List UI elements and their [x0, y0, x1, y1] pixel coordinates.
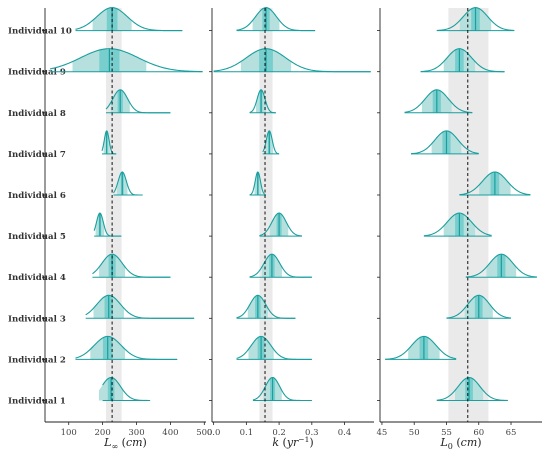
row-label: Individual 2 [8, 355, 66, 365]
row-label: Individual 5 [8, 232, 66, 242]
x-tick-label: 0.1 [240, 428, 254, 438]
row-label: Individual 9 [8, 68, 66, 78]
x-axis-title: k (yr−1) [272, 435, 313, 449]
x-axis-title: L∞ (cm) [103, 436, 147, 451]
x-tick-label: 50 [409, 428, 420, 438]
x-tick-label: 0.4 [338, 428, 352, 438]
density-curve [249, 89, 276, 114]
x-tick-label: 500 [196, 428, 212, 438]
density-curve [213, 48, 371, 73]
x-axis-title: L0 (cm) [439, 436, 481, 451]
row-label: Individual 3 [8, 314, 66, 324]
x-tick-label: 0.3 [305, 428, 319, 438]
panel-3: 45 50 55 60 65 L0 (cm) [377, 7, 542, 451]
row-label: Individual 8 [8, 109, 66, 119]
density-curve [385, 335, 457, 360]
row-label: Individual 10 [8, 27, 72, 37]
density-curve [465, 253, 537, 278]
density-curve [404, 89, 473, 114]
x-tick-label: 300 [128, 428, 144, 438]
x-tick-label: 400 [162, 428, 178, 438]
row-label: Individual 1 [8, 397, 66, 407]
density-curve [436, 7, 515, 31]
x-tick-label: 55 [441, 428, 452, 438]
x-tick-label: 45 [377, 428, 388, 438]
density-curve [420, 48, 505, 73]
x-tick-label: 0.2 [272, 428, 286, 438]
row-label: Individual 7 [8, 150, 66, 160]
panel-1: 100 200 300 400 500 L∞ (cm) [42, 7, 212, 451]
density-curve [259, 212, 303, 237]
density-curve [49, 48, 203, 73]
density-curve [446, 294, 512, 319]
row-label: Individual 6 [8, 191, 66, 201]
density-curve [410, 130, 479, 155]
x-tick-label: 65 [506, 428, 517, 438]
density-curve [459, 171, 531, 196]
density-curve [423, 212, 492, 237]
density-curve [236, 335, 312, 360]
x-tick-label: 200 [95, 428, 111, 438]
density-curve [262, 130, 280, 155]
x-tick-label: 60 [473, 428, 484, 438]
panel-2: 0.0 0.1 0.2 0.3 0.4 k (yr−1) [207, 7, 374, 449]
density-curve [249, 171, 267, 196]
x-tick-label: 100 [61, 428, 77, 438]
x-tick-label: 0.0 [207, 428, 221, 438]
density-curve [436, 376, 508, 401]
row-label: Individual 4 [8, 273, 66, 283]
